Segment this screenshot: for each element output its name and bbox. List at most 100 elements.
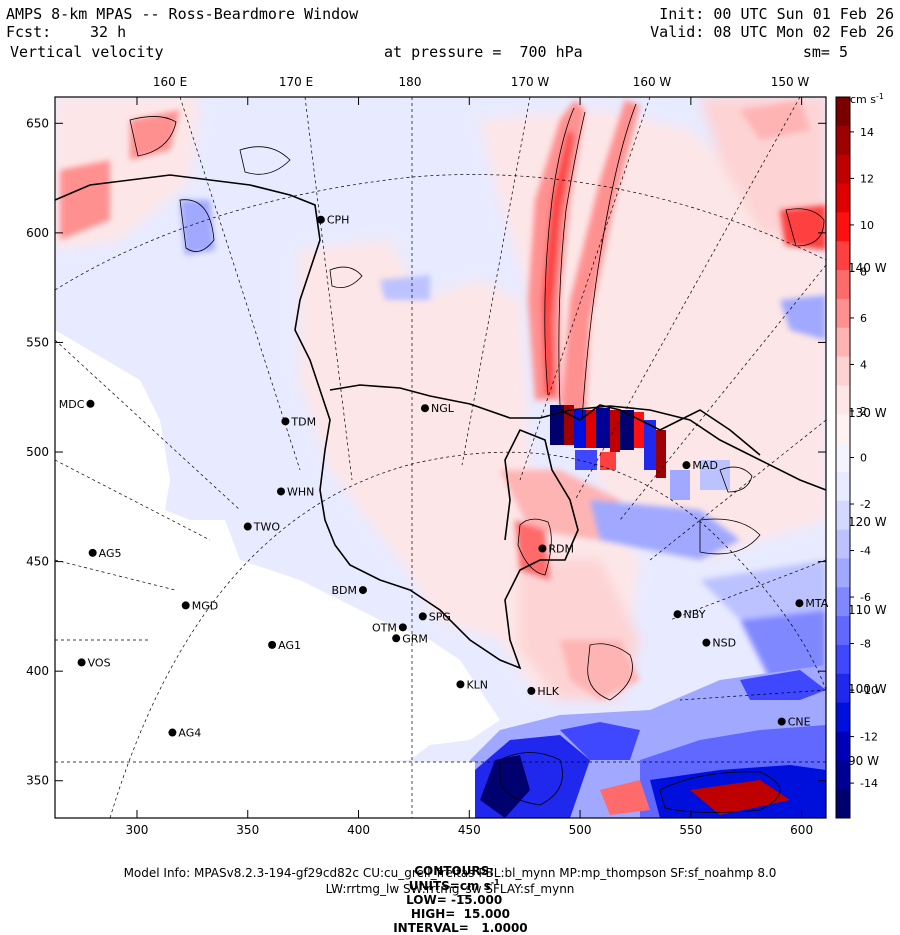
colorbar-swatch — [836, 125, 850, 156]
station-dot — [276, 487, 285, 496]
colorbar-tick-label: 14 — [860, 126, 874, 139]
colorbar-tick-label: 4 — [860, 358, 867, 371]
field-name: Vertical velocity — [10, 43, 164, 61]
colorbar-swatch — [836, 212, 850, 242]
station-dot — [392, 634, 401, 643]
units-exponent: -1 — [490, 878, 500, 887]
colorbar-swatch — [836, 327, 850, 358]
ascent-band — [60, 100, 826, 700]
y-tick-label: 400 — [26, 664, 49, 678]
colorbar-swatch — [836, 789, 850, 819]
colorbar-swatch — [836, 356, 850, 386]
longitude-label: 130 W — [848, 406, 887, 420]
x-tick-label: 400 — [347, 823, 370, 837]
x-tick-label: 450 — [458, 823, 481, 837]
graticule — [55, 97, 826, 818]
station-dot — [281, 417, 290, 426]
colorbar-tick-label: 2 — [860, 405, 867, 418]
colorbar-swatch — [836, 673, 850, 704]
station-dot — [795, 599, 804, 608]
station-dot — [77, 658, 86, 667]
station-dot — [86, 399, 95, 408]
colorbar-swatch — [836, 587, 850, 617]
plot-frame — [54, 96, 827, 819]
colorbar-swatch — [836, 298, 850, 329]
station-label: MTA — [805, 597, 828, 610]
units-label: UNITS=cm s — [408, 879, 491, 893]
colorbar-tick-label: 8 — [860, 265, 867, 278]
colorbar-swatch — [836, 702, 850, 732]
colorbar-swatch — [836, 241, 850, 271]
station-label: KLN — [466, 678, 488, 691]
contour-lines — [129, 103, 825, 813]
smoothing: sm= 5 — [802, 43, 848, 61]
station-label: TDM — [290, 415, 316, 428]
x-axis: 300 350 400 450 500 550 600 — [126, 97, 813, 837]
y-tick-label: 500 — [26, 445, 49, 459]
station-dot — [418, 612, 427, 621]
colorbar-tick-label: -12 — [860, 731, 878, 744]
colorbar-swatch — [836, 731, 850, 761]
station-label: VOS — [88, 656, 111, 669]
colorbar-swatch — [836, 529, 850, 559]
longitude-label: 90 W — [848, 754, 879, 768]
valid-time: Valid: 08 UTC Mon 02 Feb 26 — [650, 23, 894, 41]
masked-lower-left — [55, 762, 475, 818]
station-dot — [181, 601, 190, 610]
station-dot — [268, 640, 277, 649]
station-dot — [88, 548, 97, 557]
station-label: NSD — [712, 637, 736, 650]
station-label: BDM — [331, 584, 357, 597]
station-dot — [420, 404, 429, 413]
descent-shading — [180, 200, 826, 700]
colorbar-tick-label: 0 — [860, 452, 867, 465]
colorbar-tick-label: 10 — [860, 219, 874, 232]
longitude-label: 170 W — [511, 75, 550, 89]
station-dot — [538, 544, 547, 553]
station-label: SPG — [429, 610, 451, 623]
station-label: NBY — [684, 608, 706, 621]
colorbar-swatch — [836, 471, 850, 502]
model-info-line2: LW:rrtmg_lw SW:rrtmg_sw SFLAY:sf_mynn — [325, 882, 575, 896]
colorbar-tick-label: 6 — [860, 312, 867, 325]
station-dot — [243, 522, 252, 531]
y-tick-label: 350 — [26, 774, 49, 788]
colorbar-swatch — [836, 385, 850, 415]
y-tick-label: 650 — [26, 116, 49, 130]
x-tick-label: 350 — [236, 823, 259, 837]
vertical-velocity-map: 300 350 400 450 500 550 600 650 600 550 500 450 400… — [26, 75, 887, 837]
gravity-wave-couplets — [550, 405, 730, 500]
colorbar-swatch — [836, 414, 850, 444]
colorbar-swatch — [836, 270, 850, 300]
station-label: RDM — [548, 542, 574, 555]
colorbar-tick-label: -10 — [860, 684, 878, 697]
longitude-label: 120 W — [848, 515, 887, 529]
station-label: WHN — [287, 485, 314, 498]
station-label: HLK — [537, 685, 559, 698]
x-tick-label: 600 — [790, 823, 813, 837]
longitude-label: 140 W — [848, 261, 887, 275]
station-label: MAD — [692, 459, 718, 472]
longitude-label: 160 E — [153, 75, 187, 89]
y-axis: 650 600 550 500 450 400 350 — [26, 116, 826, 788]
colorbar-tick-label: -8 — [860, 638, 871, 651]
forecast-label: Fcst: — [6, 23, 52, 41]
colorbar-tick-label: 12 — [860, 172, 874, 185]
station-label: MGD — [192, 599, 219, 612]
colorbar-tick-label: -2 — [860, 498, 871, 511]
station-label: AG1 — [278, 639, 301, 652]
colorbar-swatch — [836, 500, 850, 531]
model-info: Model Info: MPASv8.2.3-194-gf29cd82c CU:… — [123, 866, 777, 880]
colorbar-swatch — [836, 760, 850, 790]
longitude-label: 160 W — [633, 75, 672, 89]
colorbar-swatch — [836, 443, 850, 473]
y-tick-label: 450 — [26, 555, 49, 569]
station-label: TWO — [253, 521, 281, 534]
station-dot — [702, 638, 711, 647]
bottom-descent-field — [470, 665, 826, 818]
coastline — [55, 174, 826, 670]
station-label: OTM — [372, 621, 397, 634]
station-dot — [316, 215, 325, 224]
station-dot — [673, 610, 682, 619]
station-dot — [527, 686, 536, 695]
